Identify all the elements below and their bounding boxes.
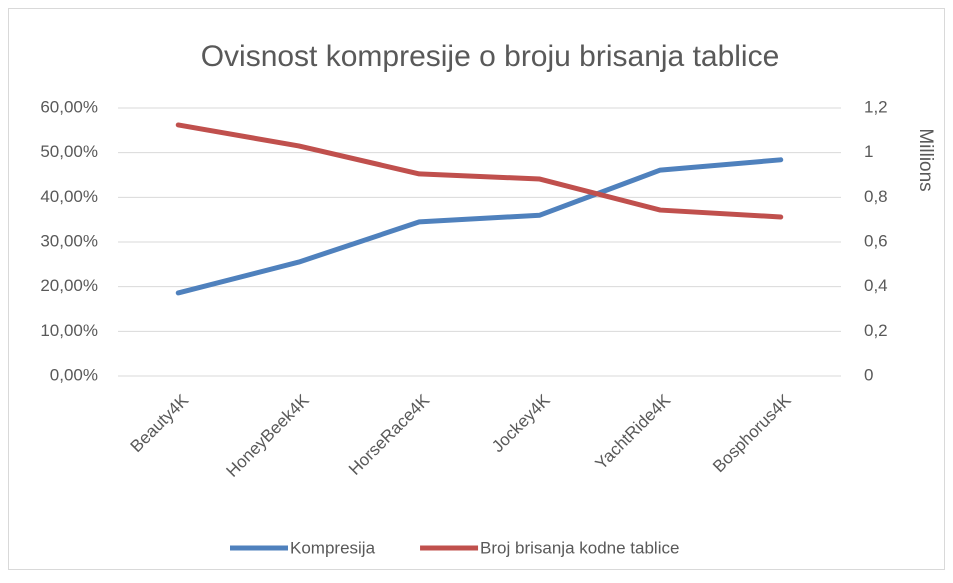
- y-tick-label: 30,00%: [40, 231, 98, 250]
- y2-tick-label: 0,2: [864, 321, 888, 340]
- y-tick-label: 50,00%: [40, 142, 98, 161]
- y-tick-label: 0,00%: [50, 365, 98, 384]
- y-tick-label: 40,00%: [40, 187, 98, 206]
- legend-label: Kompresija: [290, 538, 376, 557]
- y2-tick-label: 1,2: [864, 97, 888, 116]
- y2-tick-label: 0: [864, 365, 873, 384]
- y2-tick-label: 0,4: [864, 276, 888, 295]
- y2-tick-label: 1: [864, 142, 873, 161]
- legend-label: Broj brisanja kodne tablice: [480, 538, 679, 557]
- y2-axis-label: Millions: [915, 128, 936, 191]
- y2-tick-label: 0,8: [864, 187, 888, 206]
- chart-frame: [8, 8, 945, 570]
- series-line: [175, 122, 784, 220]
- chart-title: Ovisnost kompresije o broju brisanja tab…: [201, 40, 780, 73]
- series-line: [175, 157, 784, 296]
- y-tick-label: 60,00%: [40, 97, 98, 116]
- y2-tick-label: 0,6: [864, 231, 888, 250]
- y-tick-label: 10,00%: [40, 321, 98, 340]
- y-tick-label: 20,00%: [40, 276, 98, 295]
